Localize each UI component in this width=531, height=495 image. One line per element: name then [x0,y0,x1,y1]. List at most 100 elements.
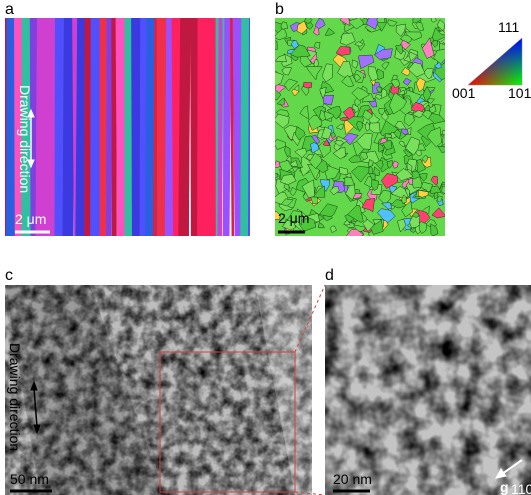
texture [376,68,384,81]
texture [434,62,445,81]
texture [415,225,421,235]
texture [313,26,320,36]
texture [299,105,309,120]
texture [402,77,412,86]
texture [340,32,356,46]
texture [289,44,311,58]
g-vector-arrow [495,459,523,479]
texture [376,18,386,24]
texture [111,18,117,236]
zoom-box [159,351,296,493]
texture [324,27,336,36]
texture [365,18,379,30]
texture [291,88,300,97]
texture [389,92,408,115]
texture [390,79,400,89]
texture [408,51,418,62]
texture [281,67,292,76]
texture [335,123,344,130]
texture [341,74,355,88]
texture [131,18,143,236]
texture [298,217,317,232]
texture [326,106,342,120]
texture [362,109,373,121]
texture [380,110,389,121]
direction-arrow [30,380,41,435]
texture [285,155,292,164]
panel-label: c [5,267,13,284]
texture [84,18,93,236]
texture [335,46,351,56]
texture [283,183,290,193]
texture [403,112,415,127]
texture [406,162,413,173]
texture [337,61,354,78]
texture [373,48,393,60]
texture [275,71,284,87]
texture [380,88,388,99]
scale-bar-label: 2 μm [15,211,46,227]
texture [5,18,17,236]
texture [339,18,351,27]
texture [390,185,409,198]
texture [418,173,428,182]
texture [351,165,370,183]
annotation: Drawing direction [7,343,23,451]
texture [386,160,393,169]
texture [379,137,388,145]
texture [289,160,298,167]
texture [275,172,279,179]
texture [302,82,313,89]
texture [309,152,323,170]
texture [348,154,362,163]
texture [306,66,323,81]
texture [294,126,306,141]
texture [124,18,133,236]
texture [164,18,174,236]
texture [352,103,359,114]
texture [374,94,384,100]
texture [417,189,431,198]
texture [321,126,332,140]
texture [247,18,250,236]
tem-texture [5,285,312,495]
texture [304,18,313,24]
texture [359,151,369,161]
texture [319,86,327,100]
texture [396,219,407,233]
texture [430,18,437,23]
scale-bar-label: 20 nm [333,471,372,487]
texture [319,179,330,193]
texture [318,203,338,217]
texture [415,77,426,93]
g-vector-index: 110 [511,481,531,495]
texture [275,113,290,129]
texture [310,142,320,154]
texture [299,55,313,68]
texture [385,133,393,139]
texture [310,196,318,205]
texture [318,221,325,229]
texture [436,195,443,203]
texture [187,18,191,236]
texture [289,186,297,197]
texture [430,185,442,194]
texture [275,40,278,50]
texture [342,176,355,186]
texture [375,159,384,170]
texture [404,31,423,41]
texture [347,204,364,223]
texture [421,37,435,59]
texture [431,207,445,219]
key-label: 101 [508,85,531,101]
texture [377,208,396,224]
texture [62,18,75,236]
texture [381,202,393,210]
panel-label: a [5,1,14,18]
texture [441,134,445,147]
texture [153,18,158,236]
texture [422,85,432,103]
texture [342,106,356,120]
texture [399,37,411,50]
